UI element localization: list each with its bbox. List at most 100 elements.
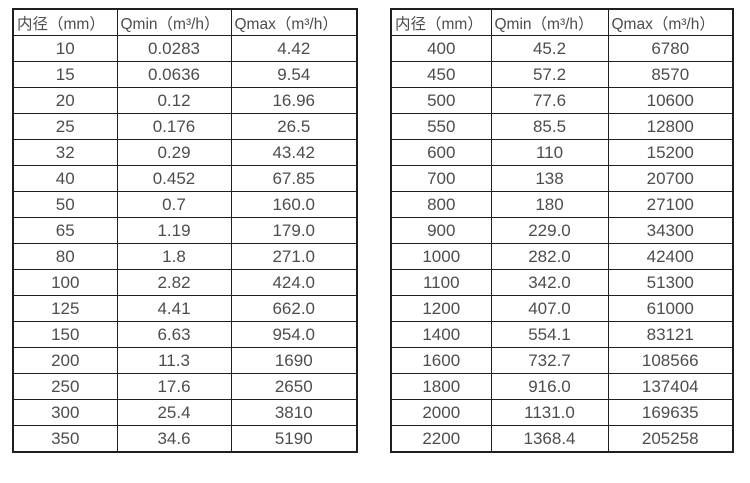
table-cell: 45.2 [490, 35, 609, 62]
table-cell: 350 [12, 425, 118, 453]
table-cell: 61000 [607, 295, 734, 322]
table-cell: 10 [12, 35, 118, 62]
table-cell: 77.6 [490, 87, 609, 114]
table-cell: 0.452 [116, 165, 232, 192]
table-cell: 83121 [607, 321, 734, 348]
table-row: 125 4.41 662.0 [12, 295, 358, 322]
table-cell: 32 [12, 139, 118, 166]
table-cell: 1100 [390, 269, 492, 296]
table-cell: 1800 [390, 373, 492, 400]
table-row: 32 0.29 43.42 [12, 139, 358, 166]
table-cell: 1131.0 [490, 399, 609, 426]
table-cell: 6.63 [116, 321, 232, 348]
table-cell: 0.29 [116, 139, 232, 166]
table-cell: 20 [12, 87, 118, 114]
table-cell: 80 [12, 243, 118, 270]
table-row: 10 0.0283 4.42 [12, 35, 358, 62]
table-cell: 550 [390, 113, 492, 140]
table-cell: 108566 [607, 347, 734, 374]
table-cell: 180 [490, 191, 609, 218]
table-cell: 2650 [230, 373, 358, 400]
table-cell: 15200 [607, 139, 734, 166]
table-cell: 662.0 [230, 295, 358, 322]
table-cell: 400 [390, 35, 492, 62]
table-cell: 16.96 [230, 87, 358, 114]
table-row: 550 85.5 12800 [390, 113, 734, 140]
table-row: 50 0.7 160.0 [12, 191, 358, 218]
header-row: 内径（mm） Qmin（m³/h） Qmax（m³/h） [390, 8, 734, 36]
table-row: 100 2.82 424.0 [12, 269, 358, 296]
column-header: Qmax（m³/h） [607, 8, 734, 36]
table-cell: 27100 [607, 191, 734, 218]
table-cell: 5190 [230, 425, 358, 453]
table-cell: 229.0 [490, 217, 609, 244]
column-header: Qmax（m³/h） [230, 8, 358, 36]
table-cell: 25.4 [116, 399, 232, 426]
table-cell: 450 [390, 61, 492, 88]
table-cell: 40 [12, 165, 118, 192]
table-cell: 300 [12, 399, 118, 426]
table-row: 15 0.0636 9.54 [12, 61, 358, 88]
table-cell: 51300 [607, 269, 734, 296]
table-cell: 110 [490, 139, 609, 166]
table-cell: 1.19 [116, 217, 232, 244]
table-row: 500 77.6 10600 [390, 87, 734, 114]
table-row: 20 0.12 16.96 [12, 87, 358, 114]
table-cell: 1600 [390, 347, 492, 374]
table-cell: 3810 [230, 399, 358, 426]
table-cell: 554.1 [490, 321, 609, 348]
flow-spec-table-small-diameters: 内径（mm） Qmin（m³/h） Qmax（m³/h） 10 0.0283 4.42 15… [12, 8, 358, 453]
table-cell: 34300 [607, 217, 734, 244]
table-cell: 65 [12, 217, 118, 244]
table-row: 300 25.4 3810 [12, 399, 358, 426]
table-cell: 34.6 [116, 425, 232, 453]
table-row: 80 1.8 271.0 [12, 243, 358, 270]
table-cell: 42400 [607, 243, 734, 270]
table-cell: 85.5 [490, 113, 609, 140]
table-cell: 954.0 [230, 321, 358, 348]
table-cell: 200 [12, 347, 118, 374]
table-row: 25 0.176 26.5 [12, 113, 358, 140]
table-row: 600 110 15200 [390, 139, 734, 166]
table-row: 2200 1368.4 205258 [390, 425, 734, 453]
table-row: 200 11.3 1690 [12, 347, 358, 374]
table-row: 65 1.19 179.0 [12, 217, 358, 244]
table-cell: 1400 [390, 321, 492, 348]
table-cell: 67.85 [230, 165, 358, 192]
column-header: 内径（mm） [12, 8, 118, 36]
table-cell: 500 [390, 87, 492, 114]
table-cell: 271.0 [230, 243, 358, 270]
table-cell: 125 [12, 295, 118, 322]
table-cell: 10600 [607, 87, 734, 114]
table-row: 800 180 27100 [390, 191, 734, 218]
table-cell: 9.54 [230, 61, 358, 88]
table-cell: 424.0 [230, 269, 358, 296]
table-cell: 1.8 [116, 243, 232, 270]
table-row: 1400 554.1 83121 [390, 321, 734, 348]
table-cell: 700 [390, 165, 492, 192]
table-cell: 600 [390, 139, 492, 166]
table-cell: 800 [390, 191, 492, 218]
table-row: 400 45.2 6780 [390, 35, 734, 62]
table-row: 40 0.452 67.85 [12, 165, 358, 192]
table-cell: 20700 [607, 165, 734, 192]
table-cell: 25 [12, 113, 118, 140]
table-row: 1000 282.0 42400 [390, 243, 734, 270]
table-cell: 282.0 [490, 243, 609, 270]
table-row: 700 138 20700 [390, 165, 734, 192]
table-cell: 0.0283 [116, 35, 232, 62]
table-cell: 1368.4 [490, 425, 609, 453]
table-cell: 160.0 [230, 191, 358, 218]
table-cell: 11.3 [116, 347, 232, 374]
table-cell: 2.82 [116, 269, 232, 296]
table-cell: 4.42 [230, 35, 358, 62]
table-cell: 43.42 [230, 139, 358, 166]
table-cell: 0.12 [116, 87, 232, 114]
table-cell: 0.0636 [116, 61, 232, 88]
table-cell: 900 [390, 217, 492, 244]
table-cell: 342.0 [490, 269, 609, 296]
table-cell: 4.41 [116, 295, 232, 322]
column-header: 内径（mm） [390, 8, 492, 36]
table-cell: 1200 [390, 295, 492, 322]
